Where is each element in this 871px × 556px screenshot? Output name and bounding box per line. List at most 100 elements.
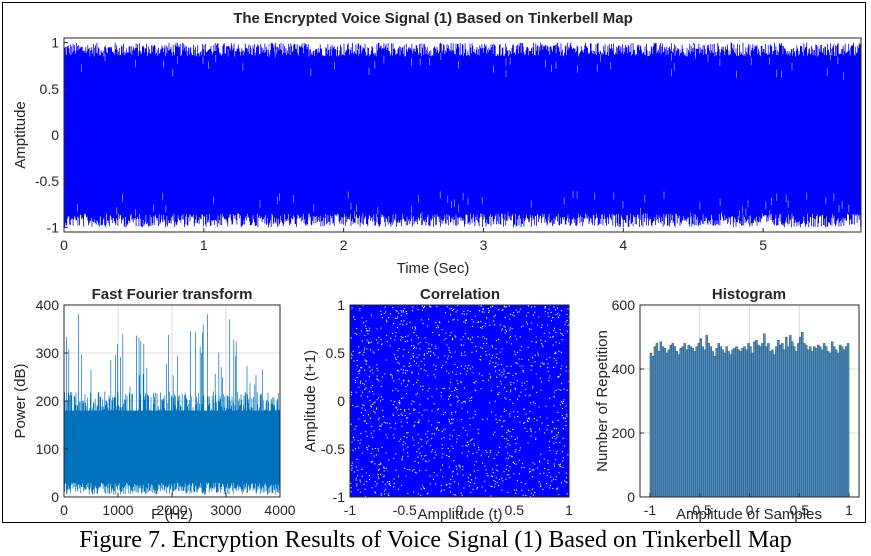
histogram-bar — [729, 354, 732, 498]
histogram-bar — [771, 349, 774, 498]
signal-ylabel: Amptitude — [12, 101, 29, 169]
signal-xtick-label: 4 — [619, 237, 627, 253]
histogram-bar — [703, 349, 706, 498]
fft-xtick-label: 4000 — [264, 502, 295, 518]
histogram-bar — [769, 351, 772, 498]
histogram-bar — [671, 343, 675, 498]
fft-xtick-label: 0 — [60, 502, 68, 518]
histogram-panel: Histogram -1 -0.5 0 0.5 1 0 200 400 600 Amplitud… — [594, 286, 860, 523]
correlation-ytick-label: -1 — [333, 489, 346, 505]
histogram-bar — [665, 352, 669, 498]
figure-caption: Figure 7. Encryption Results of Voice Si… — [79, 527, 792, 553]
histogram-bar — [749, 346, 752, 498]
correlation-ticks: -1 -0.5 0 0.5 1 -1 -0.5 0 0.5 1 — [321, 297, 573, 518]
histogram-bar — [783, 349, 786, 498]
fft-ytick-label: 200 — [36, 393, 60, 409]
histogram-bar — [663, 348, 667, 498]
correlation-xtick-label: -0.5 — [393, 502, 417, 518]
fft-ytick-label: 300 — [36, 345, 60, 361]
histogram-bar — [799, 336, 802, 498]
correlation-ytick-label: 0.5 — [326, 345, 346, 361]
fft-xtick-label: 2000 — [156, 502, 187, 518]
histogram-bar — [815, 348, 818, 498]
correlation-xtick-label: 1 — [565, 502, 573, 518]
histogram-bar — [715, 348, 718, 498]
signal-xtick-label: 5 — [759, 237, 767, 253]
histogram-bar — [751, 352, 754, 498]
signal-waveform — [63, 42, 861, 228]
histogram-bar — [745, 349, 748, 498]
histogram-ytick-label: 400 — [612, 361, 636, 377]
histogram-bar — [791, 341, 794, 498]
histogram-bar — [713, 356, 716, 498]
correlation-ylabel: Amplitude (t+1) — [302, 350, 319, 452]
signal-panel: The Encrypted Voice Signal (1) Based on … — [12, 10, 862, 277]
histogram-bar — [747, 343, 750, 498]
histogram-bar — [761, 343, 764, 498]
histogram-bar — [739, 351, 742, 498]
signal-xlabel: Time (Sec) — [397, 260, 470, 277]
histogram-ytick-label: 200 — [612, 425, 636, 441]
correlation-fill — [350, 305, 569, 497]
fft-ytick-label: 100 — [36, 441, 60, 457]
histogram-bar — [753, 341, 756, 498]
histogram-bar — [779, 344, 782, 498]
histogram-bar — [721, 349, 724, 498]
histogram-bar — [820, 349, 824, 498]
histogram-bar — [818, 346, 822, 498]
histogram-bar — [757, 344, 760, 498]
histogram-bar — [824, 346, 828, 498]
correlation-ytick-label: 1 — [337, 297, 345, 313]
histogram-ytick-label: 0 — [627, 489, 635, 505]
histogram-bar — [673, 346, 677, 498]
correlation-xtick-label: 0 — [456, 502, 464, 518]
histogram-bar — [813, 346, 816, 498]
histogram-bar — [830, 341, 834, 498]
histogram-bar — [687, 344, 690, 498]
signal-ytick-label: 1 — [51, 35, 59, 51]
histogram-bar — [775, 346, 778, 498]
signal-xtick-label: 3 — [480, 237, 488, 253]
histogram-bar — [777, 340, 780, 498]
signal-ytick-label: -0.5 — [35, 173, 59, 189]
histogram-bar — [689, 346, 692, 498]
fft-ticks: 0 1000 2000 3000 4000 0 100 200 300 400 — [36, 297, 296, 518]
histogram-bar — [679, 348, 683, 498]
histogram-bar — [785, 336, 788, 498]
histogram-bar — [691, 348, 694, 498]
histogram-bar — [659, 341, 663, 498]
histogram-bar — [838, 344, 842, 498]
histogram-xtick-label: 0 — [746, 502, 754, 518]
histogram-bar — [807, 349, 810, 498]
histogram-bar — [657, 351, 661, 498]
histogram-xlabel: Amplitude of Samples — [676, 506, 822, 523]
histogram-bar — [737, 349, 740, 498]
histogram-bar — [705, 335, 708, 498]
fft-xlabel-visible: F (Hz) — [151, 506, 193, 523]
fft-ylabel: Power (dB) — [12, 363, 29, 438]
histogram-bar — [767, 343, 770, 498]
figure-frame: The Encrypted Voice Signal (1) Based on … — [2, 2, 866, 523]
histogram-bar — [797, 343, 800, 498]
histogram-bar — [701, 346, 704, 498]
histogram-bar — [801, 332, 804, 498]
histogram-bar — [693, 351, 696, 498]
correlation-xlabel: Amplitude (t) — [417, 506, 502, 523]
histogram-bar — [763, 333, 766, 498]
correlation-xtick-label: 0.5 — [505, 502, 525, 518]
fft-dense-band — [64, 410, 280, 483]
correlation-points — [350, 304, 570, 498]
fft-title: Fast Fourier transform — [92, 286, 253, 303]
fft-xtick-label: 1000 — [102, 502, 133, 518]
histogram-bar — [805, 344, 808, 498]
histogram-bar — [822, 343, 826, 498]
histogram-bar — [699, 338, 702, 498]
histogram-bar — [811, 351, 814, 498]
correlation-title: Correlation — [420, 286, 500, 303]
histogram-bar — [803, 343, 806, 498]
histogram-bar — [653, 346, 657, 498]
histogram-ytick-label: 600 — [612, 297, 636, 313]
histogram-title: Histogram — [712, 286, 786, 303]
histogram-bar — [717, 343, 720, 498]
histogram-bar — [844, 346, 848, 498]
